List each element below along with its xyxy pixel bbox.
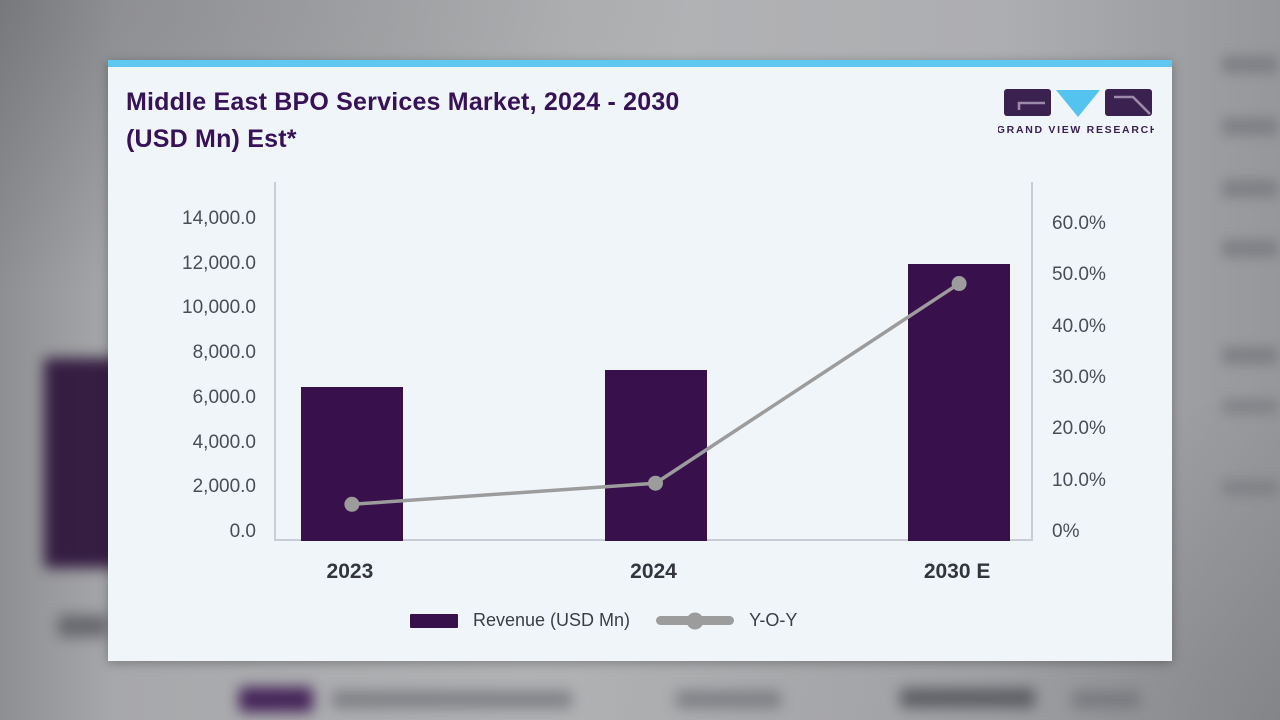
logo-v-triangle-icon: [1056, 90, 1100, 117]
background-blur-tick: [1222, 240, 1278, 257]
y-axis-right-tick: 50.0%: [1052, 264, 1106, 286]
chart-legend: Revenue (USD Mn) Y-O-Y: [410, 610, 797, 631]
y-axis-left-tick: 14,000.0: [182, 208, 256, 229]
background-blur-text: [58, 615, 108, 637]
revenue-bar: [604, 369, 707, 541]
background-blur-tick: [1222, 180, 1278, 197]
y-axis-right-tick: 60.0%: [1052, 213, 1106, 234]
y-axis-left-tick: 4,000.0: [192, 431, 256, 453]
legend-item-yoy: Y-O-Y: [656, 610, 797, 631]
x-axis-label: 2024: [630, 560, 677, 583]
background-blur-tick: [1222, 347, 1278, 364]
revenue-bar: [908, 263, 1011, 541]
background-blur-text: [900, 688, 1035, 708]
y-axis-right-tick: 20.0%: [1052, 418, 1106, 440]
y-axis-right-tick: 0%: [1052, 521, 1080, 542]
yoy-line: [351, 282, 961, 507]
chart-title-line2: (USD Mn) Est*: [126, 125, 297, 153]
legend-label-revenue: Revenue (USD Mn): [473, 610, 631, 630]
y-axis-right-tick: 10.0%: [1052, 469, 1106, 491]
background-blur-tick: [1222, 399, 1278, 414]
background-blur-legend-swatch: [239, 687, 313, 712]
grand-view-research-logo: GRAND VIEW RESEARCH: [998, 89, 1154, 136]
plot-area: [274, 182, 1033, 541]
background-blur-tick: [1222, 118, 1278, 135]
chart-title: Middle East BPO Services Market, 2024 - …: [126, 84, 886, 158]
revenue-swatch-icon: [410, 613, 458, 628]
background-blur-text: [676, 691, 781, 708]
chart-title-line1: Middle East BPO Services Market, 2024 - …: [126, 88, 680, 116]
logo-r-glyph: [1114, 95, 1151, 115]
y-axis-left-tick: 6,000.0: [192, 386, 256, 408]
chart-card: Middle East BPO Services Market, 2024 - …: [108, 60, 1172, 661]
revenue-bar: [300, 386, 403, 541]
logo-wordmark: GRAND VIEW RESEARCH: [998, 124, 1154, 136]
yoy-data-point: [648, 475, 663, 491]
y-axis-right-tick: 40.0%: [1052, 315, 1106, 337]
card-accent-strip: [108, 60, 1172, 67]
yoy-swatch-icon: [656, 612, 735, 629]
logo-r-block: [1105, 89, 1152, 116]
y-axis-left-tick: 2,000.0: [192, 476, 256, 498]
y-axis-left-tick: 12,000.0: [182, 252, 256, 274]
background-blur-text: [332, 691, 572, 708]
legend-item-revenue: Revenue (USD Mn): [410, 610, 630, 631]
yoy-data-point: [344, 496, 360, 512]
background-blur-purple-rect: [44, 358, 120, 568]
background-blur-tick: [1222, 56, 1278, 73]
x-axis-label: 2030 E: [923, 560, 991, 583]
y-axis-left-tick: 0.0: [229, 521, 256, 542]
yoy-line-series: [344, 276, 967, 512]
logo-g-glyph: [1017, 101, 1045, 110]
background-blur-text: [1072, 691, 1140, 708]
y-axis-left-tick: 8,000.0: [192, 342, 256, 364]
y-axis-right-tick: 30.0%: [1052, 367, 1106, 388]
background-blur-tick: [1222, 480, 1278, 495]
yoy-swatch-dot-icon: [686, 612, 704, 629]
x-axis-label: 2023: [326, 560, 374, 583]
legend-label-yoy: Y-O-Y: [749, 610, 798, 630]
yoy-data-point: [951, 276, 967, 292]
y-axis-left-tick: 10,000.0: [182, 297, 256, 319]
